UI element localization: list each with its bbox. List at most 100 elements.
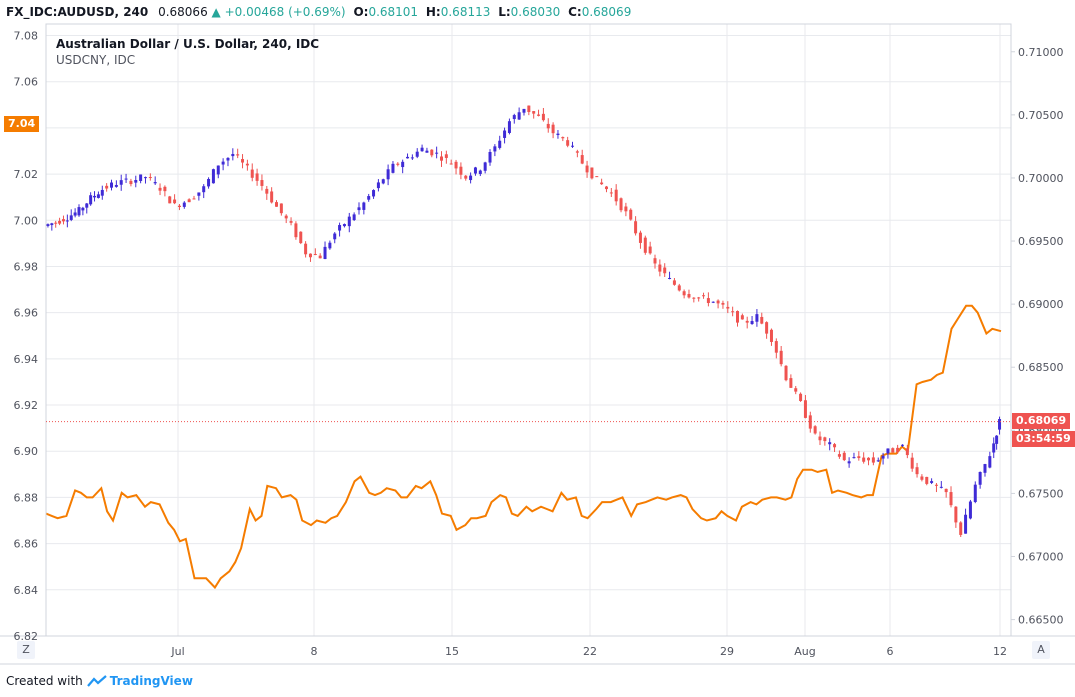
left-tick-label: 7.02 <box>14 168 39 181</box>
left-tick-label: 7.00 <box>14 214 39 227</box>
candle-body <box>837 454 841 457</box>
low-value: 0.68030 <box>510 5 561 19</box>
candle-body <box>250 169 254 178</box>
candle-body <box>629 209 633 220</box>
candle-body <box>726 306 730 309</box>
candle-body <box>823 437 827 442</box>
price-change: ▲ +0.00468 (+0.69%) <box>211 5 346 19</box>
main-series-legend[interactable]: Australian Dollar / U.S. Dollar, 240, ID… <box>56 37 320 51</box>
x-tick-label: Aug <box>794 645 815 658</box>
candle-body <box>153 182 157 184</box>
candle-body <box>512 115 516 120</box>
candle-body <box>995 435 999 444</box>
candle-body <box>396 163 400 165</box>
candle-body <box>736 311 740 323</box>
left-price-tag: 7.04 <box>4 116 40 132</box>
candle-body <box>789 378 793 388</box>
candle-body <box>604 186 608 190</box>
plot-frame <box>45 23 1012 637</box>
candle-body <box>648 246 652 254</box>
candle-body <box>833 444 837 448</box>
right-tick-label: 0.68500 <box>1018 361 1064 374</box>
candle-body <box>702 295 706 297</box>
candle-body <box>881 455 885 459</box>
candle-body <box>571 145 575 147</box>
candle-body <box>406 156 410 159</box>
candle-body <box>566 140 570 146</box>
right-tick-label: 0.67000 <box>1018 551 1064 564</box>
candle-body <box>93 195 97 198</box>
candle-body <box>469 175 473 181</box>
candle-body <box>211 169 215 184</box>
candle-body <box>444 154 448 158</box>
candle-body <box>857 456 861 459</box>
candle-body <box>367 196 371 200</box>
symbol-label[interactable]: FX_IDC:AUDUSD, 240 <box>6 5 149 19</box>
candle-body <box>216 165 220 175</box>
candle-body <box>934 484 938 486</box>
candle-body <box>255 173 259 181</box>
chart-grid <box>46 24 1011 637</box>
candle-body <box>750 321 754 325</box>
x-tick-label: 12 <box>993 645 1007 658</box>
candle-body <box>905 448 909 456</box>
zoom-button[interactable]: Z <box>17 641 35 659</box>
candle-body <box>498 140 502 148</box>
candle-body <box>73 212 77 216</box>
left-tick-label: 7.06 <box>14 76 39 89</box>
candle-body <box>61 219 65 222</box>
candle-body <box>537 114 541 116</box>
x-tick-label: 8 <box>311 645 318 658</box>
open-label: O: <box>353 5 369 19</box>
candle-body <box>541 113 545 121</box>
candle-body <box>65 220 69 222</box>
tradingview-link[interactable]: TradingView <box>86 674 193 688</box>
compare-series-legend[interactable]: USDCNY, IDC <box>56 53 136 67</box>
candle-body <box>483 162 487 171</box>
candle-body <box>697 297 701 299</box>
candle-body <box>386 169 390 180</box>
candle-body <box>813 426 817 434</box>
low-label: L: <box>498 5 511 19</box>
candle-body <box>308 253 312 258</box>
right-tick-label: 0.69500 <box>1018 235 1064 248</box>
candle-body <box>658 264 662 272</box>
left-tick-label: 6.98 <box>14 260 39 273</box>
candle-body <box>556 133 560 136</box>
auto-scale-button[interactable]: A <box>1032 641 1050 659</box>
candle-body <box>706 298 710 304</box>
candle-body <box>352 214 356 221</box>
candle-body <box>459 166 463 175</box>
candle-body <box>342 224 346 227</box>
candle-body <box>876 460 880 462</box>
left-tick-label: 6.96 <box>14 307 39 320</box>
candle-body <box>998 419 1002 430</box>
candle-body <box>313 253 317 255</box>
candle-body <box>755 314 759 322</box>
candle-body <box>847 461 851 464</box>
candle-body <box>192 198 196 200</box>
last-price: 0.68066 <box>158 5 208 19</box>
left-tick-label: 7.08 <box>14 30 39 43</box>
left-tick-label: 6.88 <box>14 491 39 504</box>
candle-body <box>158 187 162 191</box>
candle-body <box>930 481 934 483</box>
candle-body <box>634 221 638 234</box>
x-tick-label: 29 <box>720 645 734 658</box>
candle-body <box>765 322 769 334</box>
candle-body <box>134 180 138 183</box>
candle-body <box>119 180 123 185</box>
candle-body <box>580 155 584 164</box>
candle-body <box>910 457 914 469</box>
candle-body <box>609 192 613 194</box>
candle-body <box>711 301 715 303</box>
tradingview-logo-icon <box>86 675 107 687</box>
candle-body <box>177 205 181 207</box>
candle-body <box>920 476 924 480</box>
candle-body <box>231 153 235 157</box>
candle-body <box>944 488 948 493</box>
candle-body <box>328 242 332 249</box>
candle-body <box>964 514 968 534</box>
left-tick-label: 6.92 <box>14 399 39 412</box>
